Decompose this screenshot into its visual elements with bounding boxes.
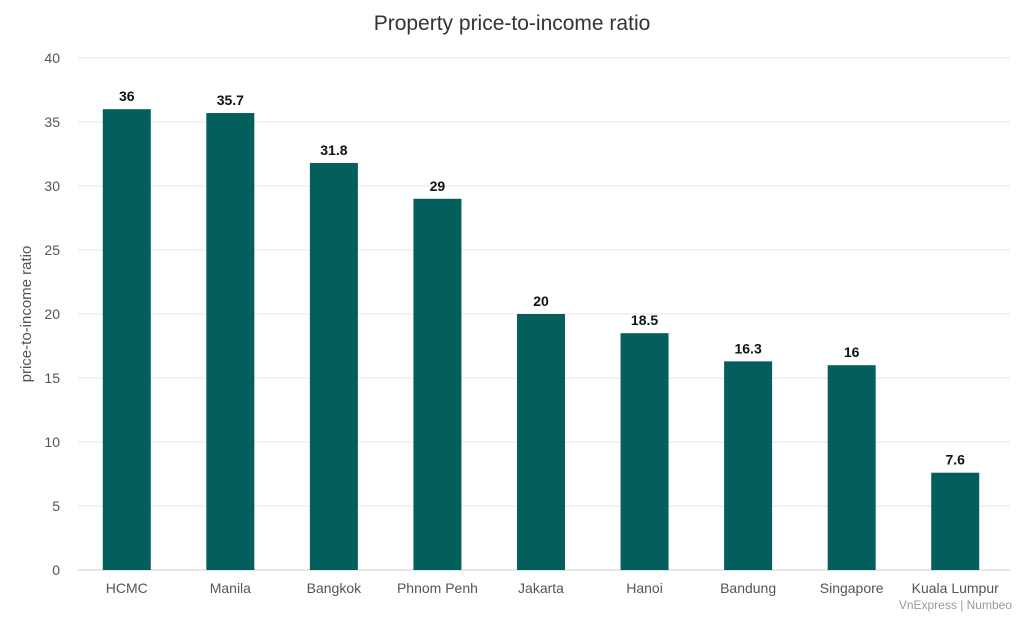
bar <box>309 162 358 570</box>
x-tick-label: Jakarta <box>518 580 564 596</box>
data-label: 18.5 <box>631 312 658 328</box>
x-tick-label: Bandung <box>720 580 776 596</box>
y-tick-label: 5 <box>52 498 60 514</box>
y-tick-label: 15 <box>44 370 60 386</box>
data-label: 20 <box>533 293 549 309</box>
x-tick-label: Manila <box>210 580 251 596</box>
y-tick-label: 30 <box>44 178 60 194</box>
y-tick-label: 10 <box>44 434 60 450</box>
data-label: 36 <box>119 88 135 104</box>
x-tick-label: Kuala Lumpur <box>912 580 1000 596</box>
x-tick-label: Phnom Penh <box>397 580 478 596</box>
bar <box>206 113 255 570</box>
data-label: 7.6 <box>945 452 965 468</box>
data-label: 29 <box>430 178 446 194</box>
y-axis-label: price-to-income ratio <box>18 246 35 383</box>
y-tick-label: 40 <box>44 50 60 66</box>
y-tick-label: 0 <box>52 562 60 578</box>
source-note: VnExpress | Numbeo <box>899 598 1012 612</box>
bar <box>517 314 565 570</box>
bar <box>413 198 462 571</box>
bar <box>931 472 980 570</box>
data-label: 16.3 <box>734 340 761 356</box>
bar <box>102 109 151 570</box>
x-tick-label: Singapore <box>820 580 884 596</box>
bar <box>827 365 876 570</box>
bar <box>724 361 773 570</box>
data-label: 16 <box>844 344 860 360</box>
y-tick-label: 20 <box>44 306 60 322</box>
data-label: 31.8 <box>320 142 347 158</box>
x-tick-label: Hanoi <box>626 580 663 596</box>
chart-title: Property price-to-income ratio <box>374 12 651 35</box>
x-tick-label: Bangkok <box>307 580 362 596</box>
x-tick-label: HCMC <box>106 580 148 596</box>
y-tick-label: 35 <box>44 114 60 130</box>
y-tick-label: 25 <box>44 242 60 258</box>
bar <box>620 333 669 570</box>
data-label: 35.7 <box>217 92 244 108</box>
